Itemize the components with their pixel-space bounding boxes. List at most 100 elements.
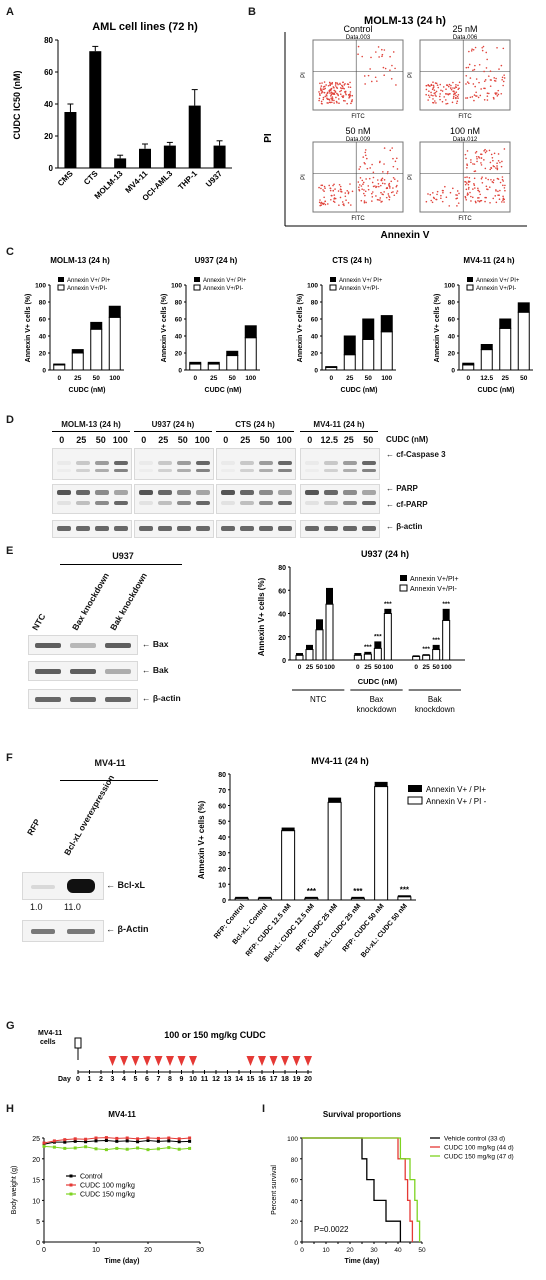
dose-arrow-icon xyxy=(292,1056,301,1066)
blot-strip xyxy=(300,520,380,538)
flow-event xyxy=(478,63,481,66)
y-tick-label: 0 xyxy=(314,368,318,375)
flow-event xyxy=(428,85,431,87)
y-tick-label: 80 xyxy=(278,565,286,572)
flow-event xyxy=(483,80,486,83)
flow-event xyxy=(480,157,483,159)
band-caspase xyxy=(259,469,273,472)
flow-event xyxy=(476,160,478,163)
x-tick-label: 20 xyxy=(144,1247,152,1254)
band-caspase xyxy=(95,461,109,465)
flow-event xyxy=(482,45,485,48)
flow-event xyxy=(445,103,447,105)
flow-event xyxy=(449,87,452,89)
panel-h-chart: MV4-11 0 5 10 15 20 25 0 10 20 30 Body weight (g) Ti… xyxy=(11,1110,204,1265)
flow-event xyxy=(349,91,352,93)
blot-strip xyxy=(300,448,380,480)
flow-event xyxy=(440,89,442,92)
flow-event xyxy=(388,182,391,185)
day-number: 8 xyxy=(168,1076,172,1083)
flow-event xyxy=(359,165,362,168)
flow-event xyxy=(436,84,439,86)
chart-title: U937 (24 h) xyxy=(361,549,409,559)
dose-arrow-icon xyxy=(304,1056,312,1066)
significance-mark: *** xyxy=(432,637,440,644)
band-parp xyxy=(362,490,376,495)
flow-event xyxy=(484,148,486,151)
bar-pi-pos xyxy=(235,896,249,899)
flow-event xyxy=(322,98,325,101)
flow-plot-frame xyxy=(312,39,404,111)
blot-strip xyxy=(28,661,138,681)
flow-event xyxy=(492,197,495,200)
band-caspase xyxy=(324,461,338,465)
flow-event xyxy=(357,181,360,183)
flow-event xyxy=(392,165,395,168)
y-tick-label: 0 xyxy=(451,368,455,375)
flow-event xyxy=(480,153,483,156)
bar-pi-neg xyxy=(304,897,319,901)
flow-event xyxy=(468,176,471,179)
flow-event xyxy=(320,187,322,190)
lane-label: 50 xyxy=(177,435,188,445)
y-tick-label: 60 xyxy=(218,804,226,811)
flow-event xyxy=(360,185,363,187)
band-actin xyxy=(114,526,128,531)
flow-event xyxy=(472,188,474,190)
flow-event xyxy=(458,192,460,195)
flow-event xyxy=(333,89,336,92)
flow-event xyxy=(334,83,337,85)
flow-event xyxy=(351,190,354,193)
day-number: 13 xyxy=(224,1076,232,1083)
flow-event xyxy=(494,92,497,95)
flow-event xyxy=(350,100,353,103)
flow-event xyxy=(465,66,468,69)
flow-event xyxy=(331,98,333,101)
flow-plot-file: Data.003 xyxy=(346,35,371,41)
lane-label: 50 xyxy=(95,435,106,445)
bar-pi-neg xyxy=(432,649,441,661)
band-caspase xyxy=(139,469,153,472)
bar-pi-neg xyxy=(380,331,393,371)
bar-pi-neg xyxy=(315,629,324,661)
flow-event xyxy=(489,79,492,81)
flow-event xyxy=(389,55,391,58)
flow-event xyxy=(496,177,499,180)
flow-event xyxy=(470,161,472,164)
bar-pi-neg xyxy=(108,316,121,371)
flow-event xyxy=(484,167,487,170)
band-caspase xyxy=(221,461,235,465)
blot-group-title: U937 (24 h) xyxy=(151,420,195,429)
band-caspase xyxy=(324,469,338,472)
flow-event xyxy=(448,93,450,95)
panel-g-schedule: MV4-11 cells 100 or 150 mg/kg CUDC Day 0 1 2 3 4… xyxy=(38,1030,312,1083)
flow-plot-title: 100 nM xyxy=(450,126,480,136)
flow-event xyxy=(325,94,328,96)
series-point xyxy=(136,1140,140,1144)
flow-event xyxy=(468,50,470,53)
flow-event xyxy=(328,99,331,101)
flow-event xyxy=(485,177,487,179)
flow-event xyxy=(344,100,346,102)
flow-event xyxy=(340,89,342,92)
flow-event xyxy=(489,85,492,87)
panel-b-flow-plots: MOLM-13 (24 h) PI Annexin V ControlData.003… xyxy=(263,15,527,241)
dose-arrow-icon xyxy=(166,1056,174,1066)
band-label: ← Bax xyxy=(142,639,169,649)
series-point xyxy=(52,1139,56,1143)
flow-event xyxy=(479,200,482,202)
band-actin xyxy=(76,526,90,531)
flow-event xyxy=(493,152,496,155)
series-point xyxy=(188,1139,192,1143)
lane-label: 100 xyxy=(276,435,292,445)
blot-title: MV4-11 xyxy=(94,758,126,768)
flow-event xyxy=(479,94,482,97)
flow-event xyxy=(452,87,454,89)
flow-event xyxy=(394,160,397,163)
flow-event xyxy=(470,195,472,198)
series-point xyxy=(52,1145,56,1149)
bar-pi-pos xyxy=(71,349,84,354)
flow-event xyxy=(495,201,498,204)
y-tick-label: 25 xyxy=(32,1136,40,1143)
flow-event xyxy=(503,77,506,79)
